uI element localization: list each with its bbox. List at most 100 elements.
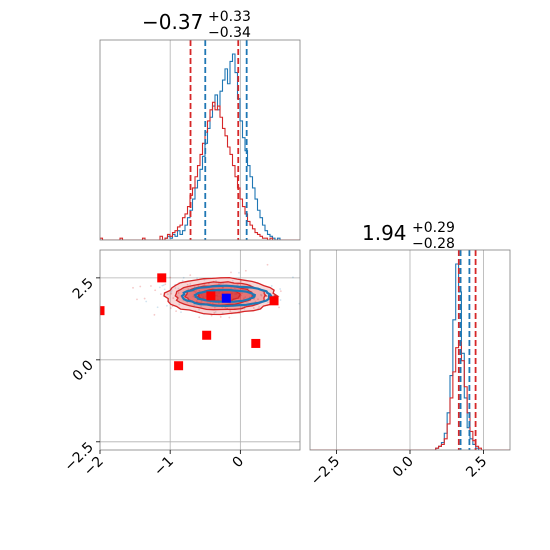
sample-point [172,297,175,299]
sample-point [209,302,212,305]
sample-point [214,311,217,313]
sample-point [193,290,196,293]
sample-point [164,283,167,286]
sample-point [169,307,172,309]
sample-point [200,300,203,303]
density-contour [193,288,257,303]
sample-point [238,271,240,274]
sample-point [200,305,202,308]
red-square-marker [251,338,261,348]
sample-point [197,285,200,287]
sample-point [224,306,227,309]
sample-point [219,316,222,318]
sample-point [194,291,197,294]
y-tick-label: 0.0 [70,357,97,384]
sample-point [292,276,294,279]
sample-point [244,269,247,272]
sample-point [279,288,282,290]
sample-point [242,297,245,300]
sample-point [154,289,157,292]
sample-point [136,298,138,301]
red-square-marker [174,361,184,371]
sample-point [153,313,156,316]
sample-point [211,302,214,305]
histogram-panel-param2: −2.5 0.0 2.5 1.94 +0.29 −0.28 [308,217,511,489]
sample-point [195,289,198,292]
sample-point [210,314,213,317]
sample-point [181,279,184,282]
sample-point [170,291,173,293]
sample-point [132,286,134,289]
sample-point [198,316,201,319]
sample-point [240,280,242,282]
x-tick-label: 2.5 [463,454,490,481]
red-square-marker [157,273,167,283]
sample-point [244,296,247,299]
x-tick-label: 0.0 [390,454,417,481]
sample-point [186,283,189,286]
x-tick-label: 0 [230,454,248,472]
sample-point [195,300,198,303]
sample-point [236,283,239,286]
sample-point [230,271,232,274]
blue-square-marker [221,293,231,303]
red-square-marker [202,330,212,340]
sample-point [193,304,196,307]
sample-point [260,294,263,297]
sample-point [278,306,280,309]
sample-point [170,292,173,295]
sample-point [158,286,161,289]
histogram-step-series-1 [100,53,300,240]
histogram-step-series-2 [100,101,300,240]
sample-point [139,285,142,288]
histogram-title-param1: −0.37 +0.33 −0.34 [142,6,256,41]
sample-point [279,290,282,293]
sample-point [175,310,178,313]
sample-point [198,308,200,311]
red-square-marker [269,296,279,306]
histogram-title-param2: 1.94 +0.29 −0.28 [362,217,460,252]
sample-point [213,311,216,314]
sample-point [196,277,198,280]
sample-point [198,289,201,292]
sample-point [215,280,217,282]
density-contour [180,284,274,308]
sample-point [182,276,185,279]
sample-point [161,284,164,287]
sample-point [178,303,181,306]
sample-point [233,287,236,290]
sample-point [177,292,180,294]
sample-point [167,293,169,296]
sample-point [218,302,220,305]
red-square-marker [206,291,216,301]
sample-point [187,288,190,291]
sample-point [169,276,172,279]
sample-point [193,285,196,288]
sample-point [180,311,182,314]
sample-point [240,292,243,295]
sample-point [210,301,212,304]
sample-point [189,283,192,285]
sample-point [143,297,146,300]
sample-point [266,263,269,266]
sample-point [177,287,180,290]
panel-frame [99,249,301,451]
sample-point [267,301,269,304]
sample-point [252,307,255,309]
x-tick-label: −2.5 [308,454,343,489]
sample-point [150,285,152,287]
sample-point [217,283,220,285]
sample-point [213,306,216,309]
sample-point [239,296,241,299]
sample-point [241,306,243,308]
sample-point [254,300,257,303]
sample-point [270,285,273,287]
sample-point [230,287,232,290]
y-tick-label: 2.5 [70,275,97,302]
sample-point [229,310,232,312]
sample-point [174,287,177,289]
sample-point [221,286,224,289]
sample-point [160,293,162,296]
sample-point [192,295,195,298]
